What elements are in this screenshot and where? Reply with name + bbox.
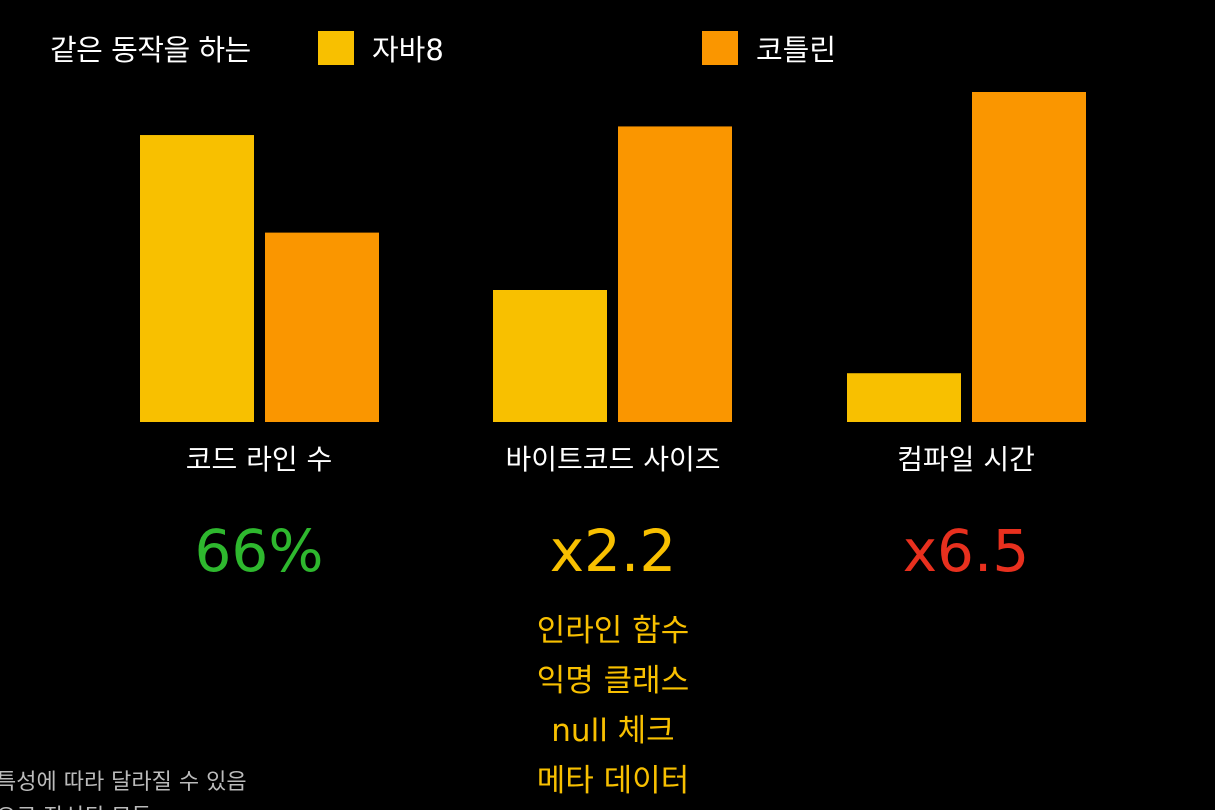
bytecode-reason: 익명 클래스 <box>536 663 690 699</box>
bar-kotlin-1 <box>618 126 732 422</box>
category-label-code-lines: 코드 라인 수 <box>185 443 333 476</box>
bar-java8-0 <box>140 135 254 423</box>
category-label-compile-time: 컴파일 시간 <box>897 443 1035 476</box>
legend-item-kotlin: 코틀린 <box>702 31 836 67</box>
footnote: 으로 작성된 모듈 <box>0 799 152 810</box>
bar-java8-1 <box>493 290 607 422</box>
bar-java8-2 <box>847 373 961 422</box>
legend-label-kotlin: 코틀린 <box>756 33 837 67</box>
legend-swatch-java8 <box>318 31 354 65</box>
bytecode-reason: null 체크 <box>551 713 675 749</box>
category-label-bytecode-size: 바이트코드 사이즈 <box>505 443 721 476</box>
bar-kotlin-0 <box>265 232 379 422</box>
legend-title: 같은 동작을 하는 <box>50 33 251 67</box>
metric-compile-time: x6.5 <box>902 517 1030 585</box>
legend-item-java8: 자바8 <box>318 31 444 67</box>
legend-swatch-kotlin <box>702 31 738 65</box>
bytecode-reasons-list: 인라인 함수 익명 클래스 null 체크 메타 데이터 <box>463 606 763 806</box>
bytecode-reason: 메타 데이터 <box>536 763 690 799</box>
footnote: 특성에 따라 달라질 수 있음 <box>0 770 247 795</box>
bar-kotlin-2 <box>972 92 1086 422</box>
legend-label-java8: 자바8 <box>372 33 444 67</box>
bytecode-reason: 인라인 함수 <box>536 613 690 649</box>
metric-code-lines: 66% <box>194 517 324 585</box>
metric-bytecode-size: x2.2 <box>549 517 677 585</box>
